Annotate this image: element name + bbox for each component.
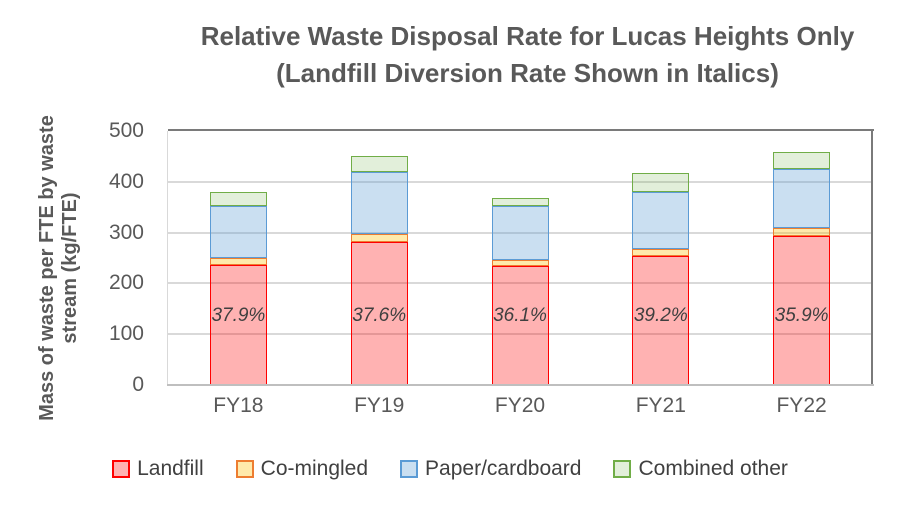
plot-border-right xyxy=(871,129,873,386)
plot-area xyxy=(168,131,872,385)
bar-segment-fy21-combined-other xyxy=(632,172,690,192)
diversion-rate-label-fy21: 39.2% xyxy=(633,305,688,326)
chart-title-line1: Relative Waste Disposal Rate for Lucas H… xyxy=(200,21,855,51)
legend-swatch-landfill xyxy=(112,460,131,478)
bar-segment-fy18-paper-cardboard xyxy=(209,206,267,258)
y-axis-title-line1: Mass of waste per FTE by waste xyxy=(36,115,58,421)
gridline-200 xyxy=(168,282,872,285)
bar-segment-fy19-landfill xyxy=(350,242,408,385)
bar-segment-fy19-combined-other xyxy=(350,156,408,172)
x-axis-label-fy19: FY19 xyxy=(354,394,405,417)
diversion-rate-label-fy20: 36.1% xyxy=(493,305,547,326)
legend-label-combined-other: Combined other xyxy=(638,457,788,480)
bar-segment-fy22-landfill xyxy=(773,235,831,385)
x-axis-label-fy21: FY21 xyxy=(635,394,686,417)
y-tick-label-100: 100 xyxy=(108,322,144,346)
chart-title-line2: (Landfill Diversion Rate Shown in Italic… xyxy=(276,58,779,88)
legend: Landfill Co-mingled Paper/cardboard Combine… xyxy=(0,451,900,487)
bar-segment-fy20-combined-other xyxy=(491,198,549,207)
bar-segment-fy18-landfill xyxy=(209,265,267,385)
x-axis-label-fy18: FY18 xyxy=(213,394,264,417)
legend-swatch-combined-other xyxy=(613,460,632,478)
bar-segment-fy22-combined-other xyxy=(773,152,831,169)
legend-item-paper-cardboard: Paper/cardboard xyxy=(400,457,581,481)
legend-label-co-mingled: Co-mingled xyxy=(260,457,369,480)
bar-segment-fy21-paper-cardboard xyxy=(632,191,690,250)
bar-segment-fy18-co-mingled xyxy=(209,258,267,266)
gridline-100 xyxy=(168,333,872,336)
legend-item-co-mingled: Co-mingled xyxy=(235,457,369,481)
gridline-300 xyxy=(168,231,872,234)
bar-segment-fy22-paper-cardboard xyxy=(773,168,831,229)
legend-swatch-co-mingled xyxy=(235,460,254,478)
bar-segment-fy21-co-mingled xyxy=(632,249,690,256)
y-tick-label-0: 0 xyxy=(132,373,144,396)
diversion-rate-label-fy18: 37.9% xyxy=(211,305,266,326)
bar-segment-fy21-landfill xyxy=(632,255,690,385)
x-axis-label-fy20: FY20 xyxy=(494,394,546,417)
diversion-rate-label-fy22: 35.9% xyxy=(774,305,829,326)
plot-border-top xyxy=(168,129,874,131)
y-tick-label-500: 500 xyxy=(108,119,144,142)
y-tick-label-200: 200 xyxy=(108,271,144,295)
diversion-rate-label-fy19: 37.6% xyxy=(352,305,407,326)
legend-item-combined-other: Combined other xyxy=(613,457,788,481)
bar-segment-fy22-co-mingled xyxy=(773,228,831,236)
gridline-400 xyxy=(168,180,872,183)
y-tick-label-400: 400 xyxy=(108,169,144,193)
bar-segment-fy20-co-mingled xyxy=(491,259,549,266)
x-axis-label-fy22: FY22 xyxy=(776,394,827,417)
plot-border-left xyxy=(167,131,168,384)
bar-segment-fy19-co-mingled xyxy=(350,233,408,243)
bar-segment-fy20-paper-cardboard xyxy=(491,206,549,260)
legend-item-landfill: Landfill xyxy=(112,457,204,481)
bar-segment-fy19-paper-cardboard xyxy=(350,171,408,234)
legend-swatch-paper-cardboard xyxy=(400,460,419,478)
chart-title: Relative Waste Disposal Rate for Lucas H… xyxy=(140,18,900,92)
x-axis-line xyxy=(167,384,874,386)
legend-label-landfill: Landfill xyxy=(137,457,204,480)
bar-segment-fy18-combined-other xyxy=(209,191,267,207)
y-tick-label-300: 300 xyxy=(108,220,144,244)
legend-label-paper-cardboard: Paper/cardboard xyxy=(425,457,582,480)
